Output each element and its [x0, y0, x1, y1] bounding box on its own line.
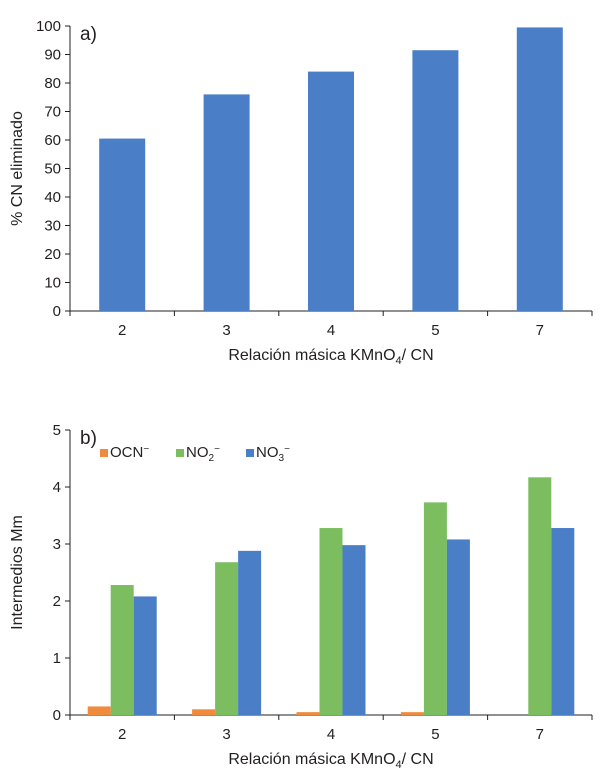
bar — [99, 138, 146, 311]
y-tick-label: 60 — [44, 132, 61, 149]
bar — [110, 585, 134, 715]
y-tick-label: 90 — [44, 47, 61, 64]
y-tick-label: 30 — [44, 218, 61, 235]
y-tick-label: 0 — [53, 707, 61, 724]
y-tick-label: 40 — [44, 189, 61, 206]
legend-label: NO2− — [186, 444, 220, 464]
bar — [551, 528, 575, 715]
y-axis-title: Intermedios Mm — [9, 515, 26, 630]
y-tick-label: 20 — [44, 246, 61, 263]
panel-label: a) — [80, 24, 97, 45]
y-tick-label: 10 — [44, 275, 61, 292]
x-axis-title: Relación másica KMnO4/ CN — [228, 751, 433, 771]
bar — [87, 706, 111, 715]
y-axis-title: % CN eliminado — [9, 111, 26, 226]
y-tick-label: 100 — [36, 18, 61, 35]
bar — [423, 502, 447, 715]
y-tick-label: 3 — [53, 536, 61, 553]
legend-swatch — [176, 449, 184, 457]
bar — [192, 709, 216, 715]
bar — [319, 528, 343, 715]
bar — [342, 545, 366, 715]
chart-panel-1: 0 10 20 30 40 50 60 70 80 90 100 2 3 4 5 7 % CN eliminad… — [9, 18, 593, 367]
legend-swatch — [100, 449, 108, 457]
bar — [400, 712, 424, 715]
bar — [215, 562, 239, 715]
y-tick-label: 5 — [53, 422, 61, 439]
x-axis-title: Relación másica KMnO4/ CN — [228, 347, 433, 367]
y-tick-label: 50 — [44, 161, 61, 178]
bar — [446, 539, 470, 715]
x-tick-label: 7 — [536, 322, 544, 339]
bar — [133, 596, 157, 715]
y-tick-label: 1 — [53, 650, 61, 667]
bar — [528, 477, 552, 715]
bar — [238, 550, 262, 715]
bar — [412, 50, 459, 311]
x-tick-label: 5 — [431, 726, 439, 743]
legend-label: NO3− — [256, 444, 290, 464]
legend: OCN− NO2− NO3− — [100, 444, 290, 464]
x-tick-label: 5 — [431, 322, 439, 339]
y-tick-label: 4 — [53, 479, 61, 496]
bar — [516, 27, 563, 312]
panel-label: b) — [80, 428, 97, 449]
y-tick-label: 70 — [44, 104, 61, 121]
bar — [308, 71, 354, 311]
bar — [203, 94, 250, 312]
legend-swatch — [246, 449, 254, 457]
bar — [296, 712, 320, 715]
x-tick-label: 3 — [222, 322, 230, 339]
x-tick-label: 4 — [327, 322, 335, 339]
x-tick-label: 3 — [222, 726, 230, 743]
x-tick-label: 2 — [118, 726, 126, 743]
x-tick-label: 4 — [327, 726, 335, 743]
x-tick-label: 2 — [118, 322, 126, 339]
y-tick-label: 0 — [53, 303, 61, 320]
x-tick-label: 7 — [536, 726, 544, 743]
y-tick-label: 80 — [44, 75, 61, 92]
chart-panel-2: 0 1 2 3 4 5 2 3 4 5 7 Intermedios Mm Relación másica… — [9, 422, 593, 771]
y-tick-label: 2 — [53, 593, 61, 610]
legend-label: OCN− — [110, 444, 149, 461]
